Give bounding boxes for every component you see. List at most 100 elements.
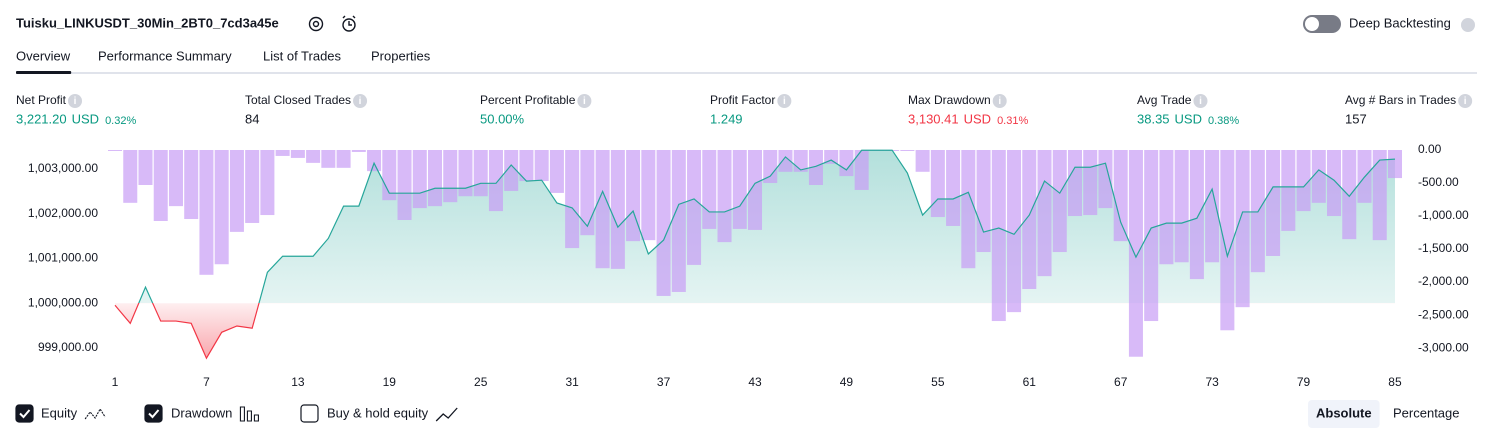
y-tick-label: 1,003,000.00 xyxy=(28,161,98,175)
metric-value: 84 xyxy=(245,111,259,126)
checkbox[interactable] xyxy=(144,404,163,423)
y2-tick-label: -1,000.00 xyxy=(1418,208,1469,222)
x-tick-label: 67 xyxy=(1114,375,1128,389)
legend-label: Equity xyxy=(41,405,78,420)
drawdown-bar xyxy=(458,150,473,197)
drawdown-bar xyxy=(1067,150,1082,217)
checkbox[interactable] xyxy=(300,404,319,423)
drawdown-bar xyxy=(504,150,519,191)
drawdown-bar xyxy=(260,150,275,216)
drawdown-bar xyxy=(336,150,351,168)
drawdown-bar xyxy=(991,150,1006,322)
drawdown-bar xyxy=(595,150,610,269)
drawdown-bar xyxy=(961,150,976,269)
drawdown-bar xyxy=(1296,150,1311,212)
x-tick-label: 31 xyxy=(565,375,579,389)
info-icon[interactable] xyxy=(1193,94,1208,108)
y-tick-label: 999,000.00 xyxy=(38,340,98,354)
scale-button-label[interactable]: Percentage xyxy=(1393,405,1460,420)
settings-icon[interactable] xyxy=(308,16,324,32)
x-tick-label: 49 xyxy=(840,375,854,389)
drawdown-bar xyxy=(382,150,397,201)
metric-value: 38.35 xyxy=(1137,111,1170,126)
drawdown-bar xyxy=(580,150,595,236)
drawdown-icon xyxy=(239,406,259,422)
help-icon[interactable] xyxy=(1461,18,1475,32)
drawdown-bar xyxy=(1113,150,1128,242)
tab[interactable]: Overview xyxy=(16,48,71,63)
equity-line xyxy=(114,149,1396,360)
drawdown-bar xyxy=(519,150,534,182)
metric-percent: 0.38% xyxy=(1208,115,1239,127)
x-tick-label: 43 xyxy=(748,375,762,389)
info-glyph: i xyxy=(74,96,77,107)
drawdown-bar xyxy=(1098,150,1113,209)
drawdown-bar xyxy=(138,150,153,185)
drawdown-bar xyxy=(443,150,458,203)
drawdown-bar xyxy=(1037,150,1052,277)
equity-icon xyxy=(84,407,106,420)
info-icon[interactable] xyxy=(353,94,368,108)
metric-label: Avg Trade xyxy=(1137,93,1192,107)
x-tick-label: 13 xyxy=(291,375,305,389)
y-tick-label: 1,002,000.00 xyxy=(28,206,98,220)
drawdown-bar xyxy=(565,150,580,249)
x-tick-label: 19 xyxy=(383,375,397,389)
y2-tick-label: -1,500.00 xyxy=(1418,241,1469,255)
metric-label: Max Drawdown xyxy=(908,93,991,107)
tab[interactable]: List of Trades xyxy=(263,48,342,63)
drawdown-bar xyxy=(1220,150,1235,331)
checkbox[interactable] xyxy=(15,404,34,423)
tab[interactable]: Properties xyxy=(371,48,431,63)
info-glyph: i xyxy=(998,96,1001,107)
drawdown-bar xyxy=(306,150,321,163)
metric-value: 157 xyxy=(1345,111,1367,126)
drawdown-bar xyxy=(108,150,123,151)
metric-label: Net Profit xyxy=(16,93,67,107)
drawdown-bar xyxy=(1342,150,1357,240)
y2-tick-label: -500.00 xyxy=(1418,175,1459,189)
drawdown-bar xyxy=(1235,150,1250,308)
info-icon[interactable] xyxy=(1458,94,1473,108)
x-tick-label: 85 xyxy=(1388,375,1402,389)
alert-icon[interactable] xyxy=(342,15,356,32)
drawdown-bar xyxy=(1311,150,1326,203)
drawdown-bar xyxy=(351,150,366,152)
metric-percent: 0.31% xyxy=(997,115,1028,127)
drawdown-bar xyxy=(976,150,991,253)
info-glyph: i xyxy=(359,96,362,107)
scale-button-label[interactable]: Absolute xyxy=(1316,405,1372,420)
toggle-knob xyxy=(1305,17,1319,31)
info-icon[interactable] xyxy=(68,94,83,108)
drawdown-bar xyxy=(1052,150,1067,253)
info-icon[interactable] xyxy=(577,94,592,108)
drawdown-bar xyxy=(854,150,869,190)
metric-value: 1.249 xyxy=(710,111,743,126)
checkmark xyxy=(148,409,160,419)
drawdown-bar xyxy=(1387,150,1402,179)
tab[interactable]: Performance Summary xyxy=(98,48,232,63)
info-icon[interactable] xyxy=(777,94,792,108)
scale-button[interactable] xyxy=(1308,400,1380,428)
info-glyph: i xyxy=(1199,96,1202,107)
drawdown-bar xyxy=(930,150,945,218)
drawdown-bar xyxy=(290,150,305,158)
drawdown-bar xyxy=(473,150,488,197)
info-glyph: i xyxy=(1464,96,1467,107)
drawdown-bar xyxy=(717,150,732,243)
drawdown-bar xyxy=(915,150,930,172)
drawdown-bar xyxy=(808,150,823,185)
y2-tick-label: 0.00 xyxy=(1418,142,1442,156)
drawdown-bar xyxy=(1174,150,1189,263)
drawdown-bar xyxy=(1022,150,1037,290)
x-tick-label: 79 xyxy=(1297,375,1311,389)
info-icon[interactable] xyxy=(992,94,1007,108)
x-tick-label: 37 xyxy=(657,375,671,389)
drawdown-bar xyxy=(763,150,778,184)
x-tick-label: 25 xyxy=(474,375,488,389)
legend-label: Drawdown xyxy=(171,405,232,420)
metric-value: 3,221.20 xyxy=(16,111,67,126)
metric-label: Percent Profitable xyxy=(480,93,576,107)
drawdown-bar xyxy=(1083,150,1098,216)
